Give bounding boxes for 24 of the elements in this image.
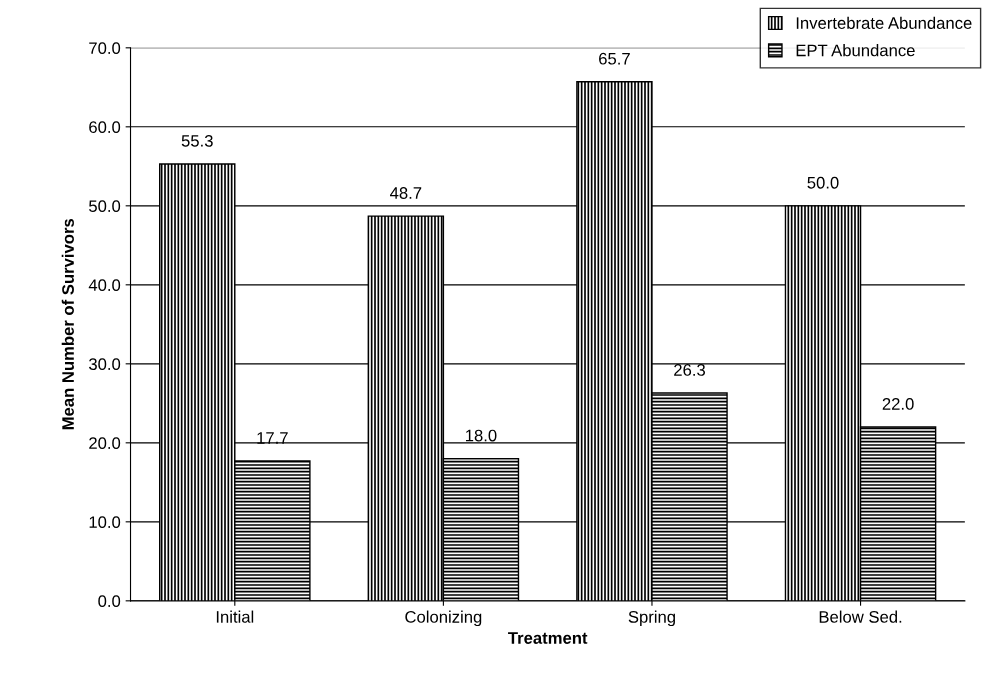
data-label: 17.7 (257, 432, 288, 444)
data-label: 26.3 (674, 364, 706, 376)
y-tick-label: 60.0 (89, 121, 121, 134)
y-tick-label: 50.0 (89, 200, 121, 213)
y-tick-label: 0.0 (98, 595, 121, 608)
y-tick-label: 20.0 (89, 437, 121, 450)
x-tick-label: Spring (628, 610, 675, 627)
data-label: 18.0 (465, 429, 497, 442)
data-label: 22.0 (882, 398, 914, 410)
data-label: 48.7 (390, 187, 422, 199)
y-tick-label: 10.0 (89, 516, 121, 529)
y-tick-label: 40.0 (88, 279, 121, 292)
x-tick-label: Initial (216, 610, 254, 623)
x-tick-label: Below Sed. (819, 610, 902, 623)
y-tick-label: 30.0 (89, 358, 121, 371)
x-axis-title: Treatment (508, 632, 588, 644)
data-label: 55.3 (181, 134, 213, 147)
y-tick-label: 70.0 (89, 42, 121, 55)
x-tick-label: Colonizing (405, 610, 482, 627)
legend-label: Invertebrate Abundance (796, 16, 972, 29)
y-axis-title: Mean Number of Survivors (61, 218, 74, 430)
data-label: 65.7 (599, 52, 630, 65)
legend-label: EPT Abundance (796, 44, 915, 57)
data-label: 50.0 (807, 176, 839, 189)
